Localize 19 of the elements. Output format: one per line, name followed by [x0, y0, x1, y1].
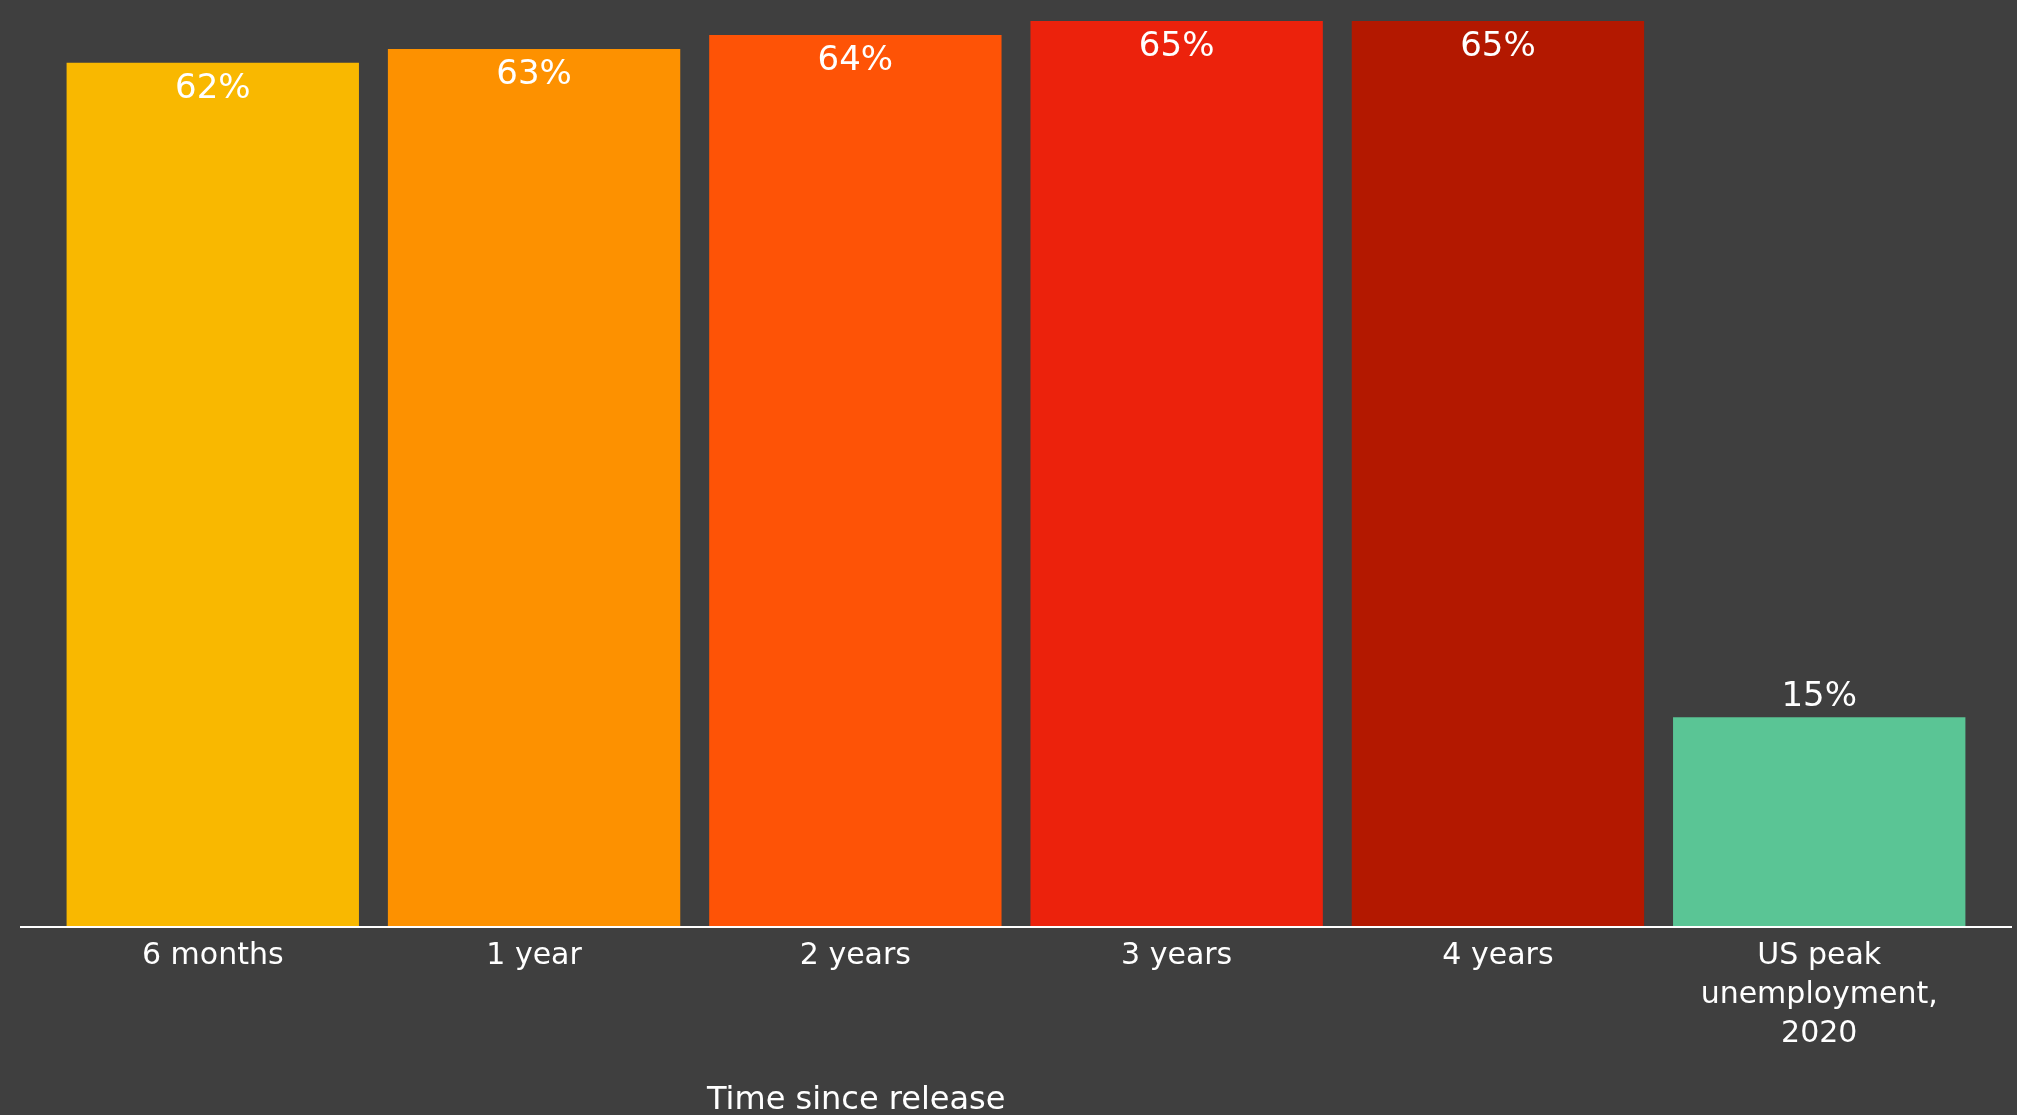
x-tick-label: US peak unemployment, 2020 — [1700, 936, 1938, 1049]
x-tick-label: 3 years — [1121, 936, 1233, 971]
data-label: 63% — [496, 51, 572, 92]
x-axis-title: Time since release — [706, 1079, 1006, 1115]
bar — [1673, 717, 1966, 926]
x-tick-label: 4 years — [1442, 936, 1554, 971]
data-label: 15% — [1781, 674, 1858, 715]
x-tick-label: 1 year — [486, 936, 583, 971]
bar — [66, 62, 359, 926]
x-tick-label: 6 months — [141, 936, 284, 971]
bar — [1351, 21, 1645, 926]
data-label: 64% — [817, 37, 894, 78]
bar — [1030, 21, 1323, 926]
x-tick-label: 2 years — [799, 936, 911, 971]
bar — [709, 34, 1002, 926]
data-label: 65% — [1460, 24, 1536, 65]
bar — [387, 48, 681, 926]
data-label: 65% — [1138, 24, 1215, 65]
data-label: 62% — [174, 65, 251, 106]
